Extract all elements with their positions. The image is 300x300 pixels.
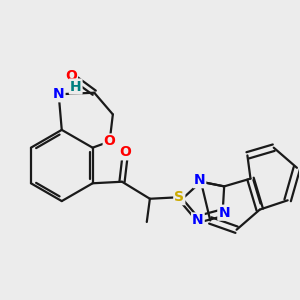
Text: N: N bbox=[194, 173, 205, 187]
Text: O: O bbox=[104, 134, 116, 148]
Text: N: N bbox=[192, 213, 204, 227]
Text: O: O bbox=[65, 69, 77, 83]
Text: N: N bbox=[218, 206, 230, 220]
Text: S: S bbox=[174, 190, 184, 204]
Text: O: O bbox=[119, 145, 131, 159]
Text: H: H bbox=[70, 80, 82, 94]
Text: N: N bbox=[53, 87, 64, 101]
